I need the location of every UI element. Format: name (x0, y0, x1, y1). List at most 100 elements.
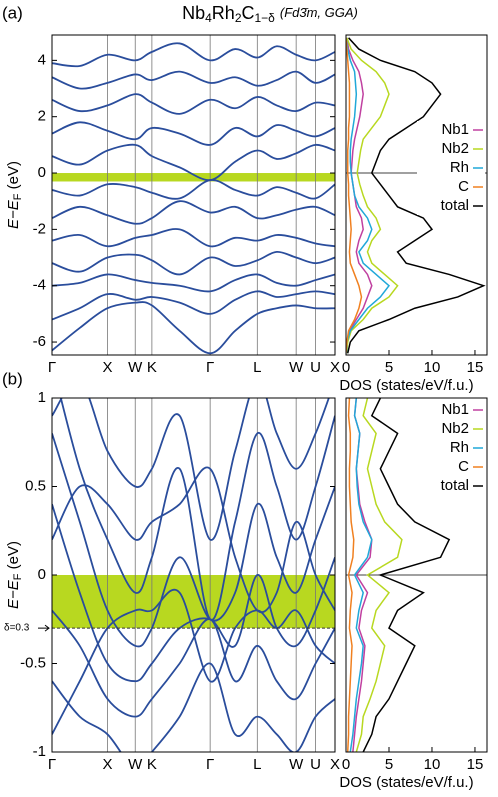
plot-frame (51, 397, 336, 753)
band (52, 301, 335, 355)
x-tick-label: W (128, 359, 143, 376)
annotation-arrow (38, 624, 50, 632)
dos-curve (362, 398, 451, 752)
band (52, 273, 335, 293)
x-tick-label: Γ (48, 359, 56, 376)
y-axis-label: E−EF (eV) (5, 541, 24, 609)
legend-label: total (441, 477, 469, 494)
legend-label: C (458, 178, 469, 195)
legend-bg (417, 477, 485, 495)
title-part: C (242, 3, 255, 23)
figure-title: Nb4Rh2C1−δ (Fd3̄m, GGA) (182, 3, 358, 25)
band (52, 228, 335, 248)
y-tick-label: -6 (33, 333, 46, 350)
y-tick-label: 0 (38, 566, 46, 583)
legend-bg (417, 401, 485, 419)
legend-label: C (458, 458, 469, 475)
x-tick-label: Γ (206, 756, 214, 773)
y-tick-label: -0.5 (20, 654, 46, 671)
y-tick-label: 0.5 (25, 477, 46, 494)
plot-frame (51, 34, 336, 356)
dos-curve (349, 398, 373, 752)
x-tick-label: W (128, 756, 143, 773)
x-tick-label: X (330, 359, 340, 376)
band (52, 42, 335, 68)
dos-curve (346, 37, 391, 354)
x-tick-label: L (253, 756, 261, 773)
x-tick-label: 0 (342, 756, 350, 773)
title-part: 2 (235, 11, 242, 25)
x-tick-label: 15 (467, 756, 484, 773)
band (52, 609, 335, 718)
legend-bg (417, 420, 485, 438)
legend-label: Nb1 (441, 121, 469, 138)
x-axis-label: DOS (states/eV/f.u.) (339, 774, 473, 791)
legend-label: total (441, 197, 469, 214)
y-tick-label: -4 (33, 277, 46, 294)
band (52, 143, 335, 181)
plot-area (346, 398, 487, 752)
y-label-part: E−E (5, 199, 22, 229)
annotation: δ=0.3 (4, 623, 30, 634)
x-tick-label: 0 (342, 359, 350, 376)
title-part: Nb (182, 3, 205, 23)
dos-curve (346, 37, 363, 354)
legend-label: Rh (450, 439, 469, 456)
title-part: 4 (205, 11, 212, 25)
y-label-part: F (12, 573, 24, 580)
plot-frame (345, 397, 488, 753)
y-tick-label: 4 (38, 51, 46, 68)
y-tick-label: 2 (38, 108, 46, 125)
x-tick-label: Γ (206, 359, 214, 376)
legend-label: Nb2 (441, 420, 469, 437)
panel-label: (b) (2, 369, 23, 388)
legend-label: Rh (450, 159, 469, 176)
x-tick-label: 10 (424, 359, 441, 376)
band (52, 70, 335, 90)
legend-label: Nb1 (441, 401, 469, 418)
x-tick-label: 10 (424, 756, 441, 773)
band (52, 433, 335, 648)
plot-area (346, 37, 487, 354)
x-tick-label: 5 (385, 756, 393, 773)
legend-bg (417, 159, 485, 177)
legend-label: Nb2 (441, 140, 469, 157)
x-tick-label: K (147, 756, 157, 773)
band (52, 250, 335, 276)
band (52, 200, 335, 225)
plot-area (52, 35, 335, 355)
plot-frame (345, 34, 488, 356)
band (52, 121, 335, 146)
x-tick-label: U (310, 359, 321, 376)
band (59, 398, 335, 621)
band (52, 290, 335, 321)
dos-curve (346, 37, 486, 354)
panel-label: (a) (2, 3, 23, 22)
legend-bg (417, 121, 485, 139)
y-label-part: (eV) (5, 541, 22, 574)
title-part: Rh (212, 3, 235, 23)
y-label-part: F (12, 193, 24, 200)
band (52, 398, 330, 541)
y-label-part: E−E (5, 579, 22, 609)
x-tick-label: L (253, 359, 261, 376)
x-tick-label: X (102, 756, 112, 773)
dos-curve (346, 37, 399, 354)
dos-curve (346, 398, 355, 752)
x-tick-label: U (310, 756, 321, 773)
x-tick-label: K (147, 359, 157, 376)
legend-bg (417, 178, 485, 196)
band (52, 93, 335, 115)
x-tick-label: W (289, 756, 304, 773)
fermi-window (52, 173, 335, 182)
x-tick-label: X (330, 756, 340, 773)
title-subtitle: (Fd3̄m, GGA) (280, 5, 358, 20)
x-tick-label: X (102, 359, 112, 376)
band (52, 179, 335, 200)
x-tick-label: 5 (385, 359, 393, 376)
plot-area (52, 398, 335, 752)
y-tick-label: 1 (38, 389, 46, 406)
legend-bg (417, 458, 485, 476)
x-tick-label: Γ (48, 756, 56, 773)
